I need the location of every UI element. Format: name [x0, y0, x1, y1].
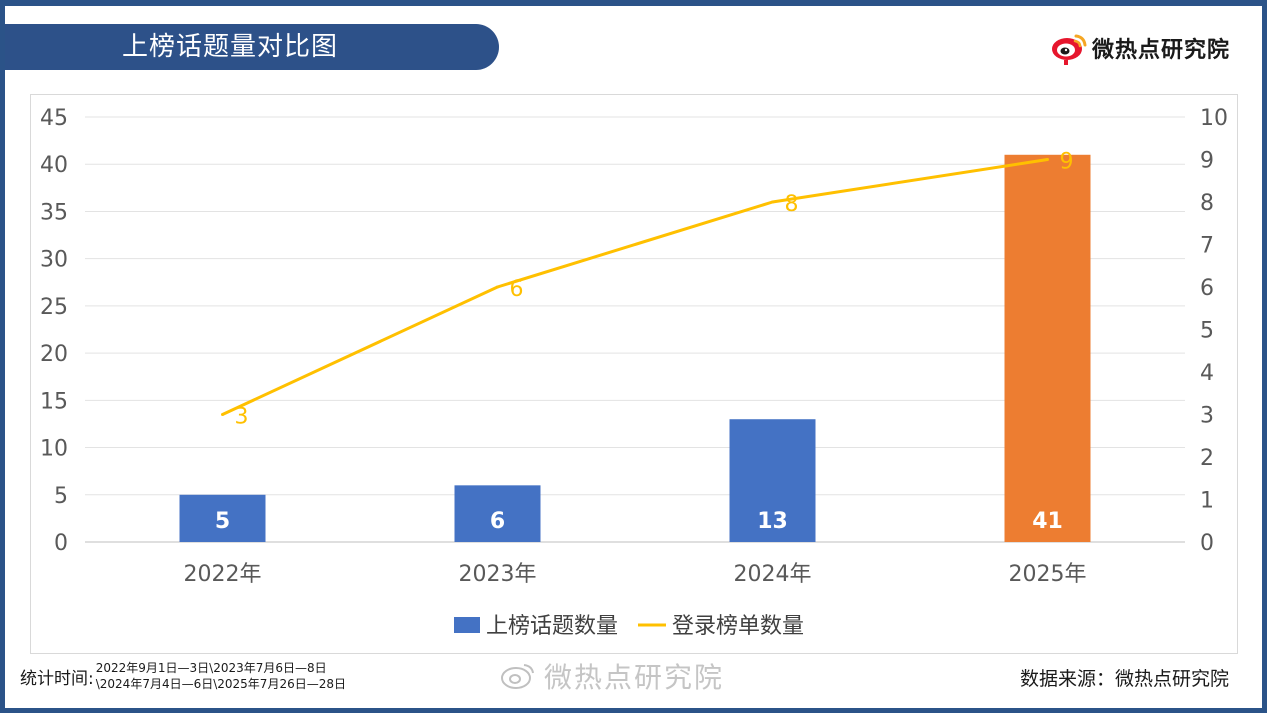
stats-dates: 2022年9月1日—3日\2023年7月6日—8日 \2024年7月4日—6日\… [96, 660, 346, 692]
x-tick-label: 2023年 [459, 562, 537, 587]
y-left-tick-label: 10 [40, 437, 68, 462]
y-left-tick-label: 25 [40, 295, 68, 320]
brand-name: 微热点研究院 [1091, 38, 1230, 63]
x-tick-label: 2025年 [1009, 562, 1087, 587]
bar-data-label: 13 [757, 509, 788, 534]
line-point [496, 285, 499, 289]
bar-data-label: 5 [215, 509, 230, 534]
bar [1004, 154, 1091, 542]
line-data-label: 9 [1060, 150, 1074, 175]
data-source: 数据来源：微热点研究院 [1019, 668, 1229, 690]
stats-period: 统计时间: 2022年9月1日—3日\2023年7月6日—8日 \2024年7月… [20, 660, 346, 692]
y-right-tick-label: 10 [1200, 106, 1228, 131]
y-left-tick-label: 45 [40, 106, 68, 131]
line-point [1046, 158, 1049, 161]
y-right-tick-label: 0 [1200, 531, 1214, 556]
x-tick-label: 2024年 [734, 562, 812, 587]
weibo-watermark-icon [501, 664, 534, 689]
y-right-tick-label: 6 [1200, 276, 1214, 301]
y-right-tick-label: 4 [1200, 361, 1214, 386]
y-left-tick-label: 15 [40, 389, 68, 414]
bar [179, 494, 266, 542]
y-right-tick-label: 5 [1200, 319, 1214, 344]
legend-label-lists: 登录榜单数量 [672, 614, 804, 639]
page-title: 上榜话题量对比图 [122, 32, 339, 62]
title-banner: 上榜话题量对比图 [5, 24, 499, 70]
y-right-tick-label: 3 [1200, 404, 1214, 429]
y-left-tick-label: 20 [40, 342, 68, 367]
chart-frame [30, 94, 1238, 654]
stats-line-1: 2022年9月1日—3日\2023年7月6日—8日 [95, 661, 327, 675]
brand: 微热点研究院 [1050, 28, 1230, 68]
y-left-tick-label: 5 [54, 484, 68, 509]
y-right-tick-label: 7 [1200, 234, 1214, 259]
y-left-tick-label: 0 [54, 531, 68, 556]
line-data-label: 8 [785, 192, 799, 217]
watermark-text: 微热点研究院 [544, 661, 725, 694]
y-right-tick-label: 9 [1200, 149, 1214, 174]
stats-label: 统计时间: [20, 669, 94, 689]
weibo-logo-icon [1051, 34, 1087, 65]
stats-line-2: \2024年7月4日—6日\2025年7月26日—28日 [95, 677, 346, 691]
line-series [221, 158, 1048, 416]
line-data-label: 6 [510, 277, 524, 302]
watermark: 微热点研究院 [500, 658, 724, 694]
x-tick-label: 2022年 [184, 562, 262, 587]
line-point [221, 413, 224, 416]
y-left-tick-label: 30 [40, 248, 68, 273]
legend-label-topics: 上榜话题数量 [486, 614, 618, 639]
y-right-tick-label: 1 [1200, 489, 1214, 514]
y-left-tick-label: 40 [40, 153, 68, 178]
legend-swatch-bar [454, 617, 480, 633]
bar [454, 485, 541, 542]
y-left-tick-label: 35 [40, 200, 68, 225]
line-data-label: 3 [235, 405, 249, 430]
bar [729, 419, 816, 542]
y-right-tick-label: 2 [1200, 446, 1214, 471]
bar-data-label: 41 [1032, 509, 1063, 534]
line-point [771, 200, 774, 204]
bar-data-label: 6 [490, 509, 505, 534]
y-right-tick-label: 8 [1200, 191, 1214, 216]
